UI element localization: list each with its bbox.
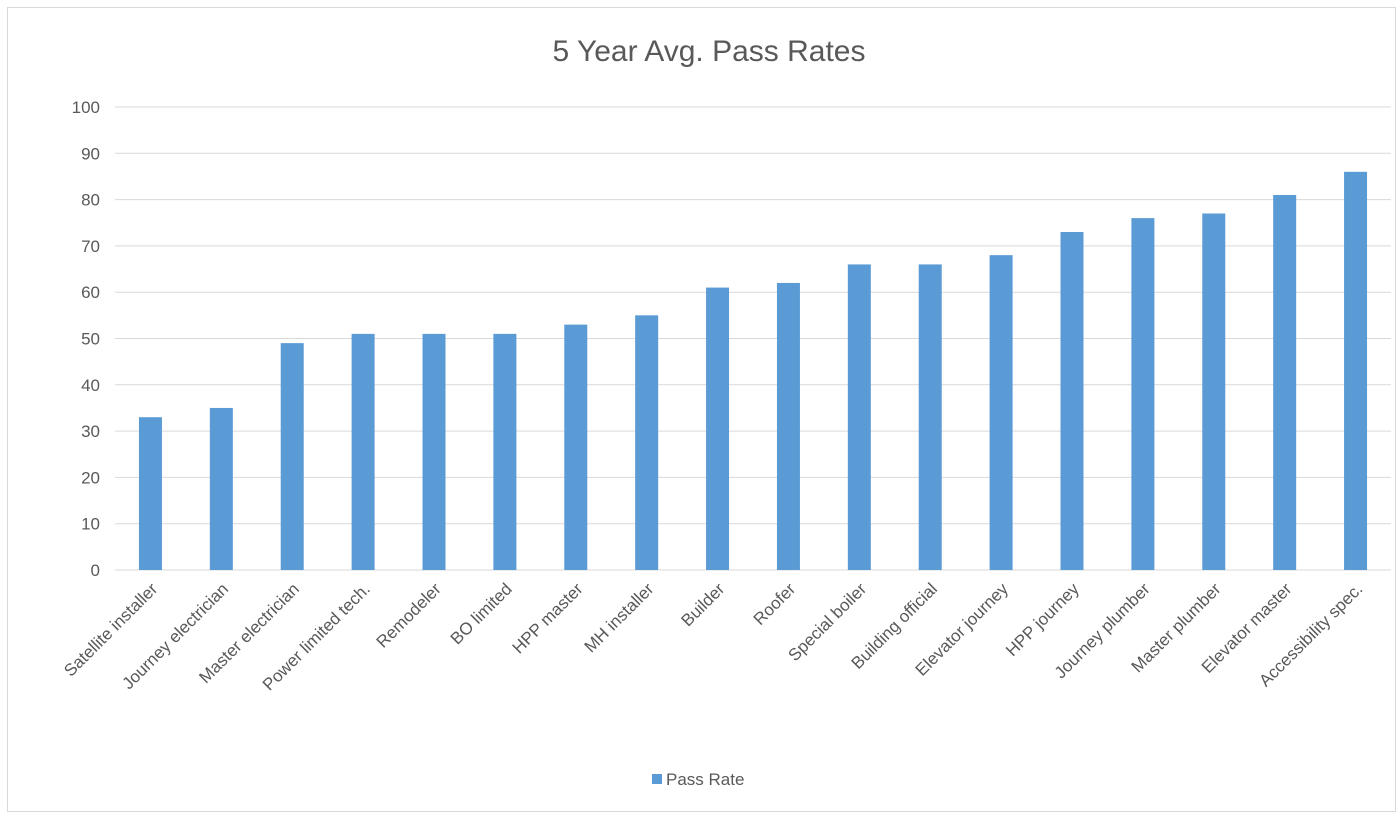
x-category-label: BO limited — [447, 579, 516, 648]
y-tick-label: 10 — [81, 515, 100, 534]
bar — [1273, 194, 1297, 570]
y-tick-label: 90 — [81, 144, 100, 163]
bar — [776, 282, 800, 570]
bar — [706, 287, 730, 570]
bar-chart: 5 Year Avg. Pass Rates 0 10 20 30 40 50 60 70 80… — [60, 35, 1391, 789]
y-tick-label: 50 — [81, 330, 100, 349]
y-tick-label: 70 — [81, 237, 100, 256]
bars — [138, 171, 1368, 571]
legend: Pass Rate — [652, 770, 744, 789]
y-axis-tick-labels: 0 10 20 30 40 50 60 70 80 90 100 — [72, 98, 100, 580]
bar — [564, 324, 588, 570]
bar — [280, 343, 304, 570]
bar — [1344, 171, 1368, 570]
bar — [1131, 218, 1155, 570]
bar — [847, 264, 871, 570]
y-tick-label: 60 — [81, 283, 100, 302]
y-tick-label: 100 — [72, 98, 100, 117]
chart-title: 5 Year Avg. Pass Rates — [553, 35, 866, 68]
x-category-label: HPP master — [509, 579, 587, 657]
bar — [422, 333, 446, 570]
y-tick-label: 0 — [91, 561, 100, 580]
bar — [351, 333, 375, 570]
x-category-label: MH installer — [581, 579, 658, 656]
chart-frame: 5 Year Avg. Pass Rates 0 10 20 30 40 50 60 70 80… — [7, 7, 1396, 812]
y-tick-label: 80 — [81, 191, 100, 210]
bar — [209, 407, 233, 570]
gridlines — [115, 106, 1391, 571]
x-category-label: Remodeler — [373, 579, 445, 651]
bar — [493, 333, 517, 570]
bar — [918, 264, 942, 570]
x-category-label: Builder — [678, 579, 729, 630]
bar — [1060, 232, 1084, 570]
x-category-label: Roofer — [750, 579, 800, 629]
y-tick-label: 40 — [81, 376, 100, 395]
y-tick-label: 20 — [81, 468, 100, 487]
bar — [138, 417, 162, 570]
legend-swatch — [652, 774, 662, 784]
y-tick-label: 30 — [81, 422, 100, 441]
bar — [1202, 213, 1226, 571]
legend-label: Pass Rate — [666, 770, 744, 789]
bar — [635, 315, 659, 570]
bar — [989, 255, 1013, 570]
